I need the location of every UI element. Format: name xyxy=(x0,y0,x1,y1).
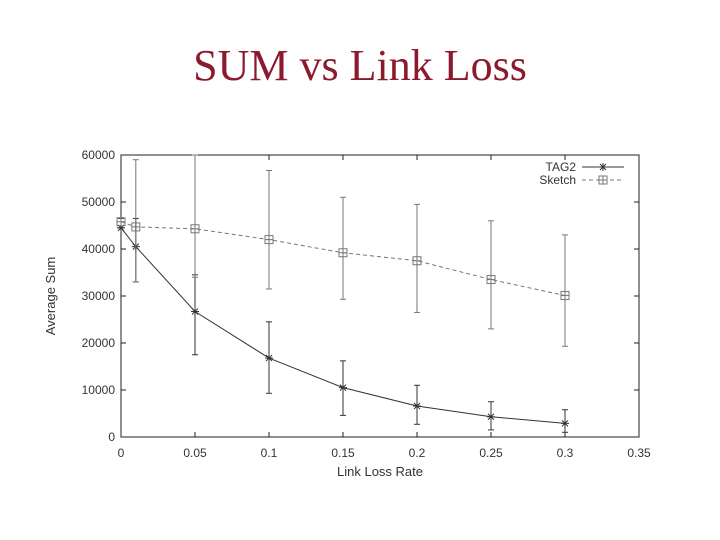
legend-item-tag2: TAG2 xyxy=(546,160,624,174)
sketch-data-point xyxy=(486,275,496,285)
x-tick-label: 0 xyxy=(118,446,125,460)
axis-ticks: 0 0.05 0.1 0.15 0.2 0.25 0.3 0.35 0 10000 20000 300… xyxy=(82,148,651,460)
legend-label-sketch: Sketch xyxy=(539,173,576,187)
tag2-data-point xyxy=(487,412,495,421)
y-tick-label: 20000 xyxy=(82,336,116,350)
sketch-data-point xyxy=(190,224,200,234)
x-axis-label: Link Loss Rate xyxy=(337,464,423,479)
sketch-data-point xyxy=(338,248,348,258)
legend-marker-tag2 xyxy=(599,163,607,171)
y-axis-label: Average Sum xyxy=(43,257,58,336)
tag2-marker xyxy=(413,402,421,410)
series-sketch xyxy=(116,154,570,347)
tag2-data-point xyxy=(191,307,199,316)
x-tick-label: 0.1 xyxy=(261,446,278,460)
y-tick-label: 60000 xyxy=(82,148,116,162)
tag2-data-point xyxy=(339,383,347,392)
y-tick-label: 10000 xyxy=(82,383,116,397)
legend-item-sketch: Sketch xyxy=(539,173,624,187)
tag2-marker xyxy=(487,413,495,421)
x-tick-label: 0.2 xyxy=(409,446,426,460)
x-tick-label: 0.05 xyxy=(183,446,207,460)
sketch-data-point xyxy=(116,217,126,227)
tag2-data-point xyxy=(561,419,569,428)
sketch-data-point xyxy=(264,235,274,245)
tag2-line xyxy=(120,227,566,424)
legend-label-tag2: TAG2 xyxy=(546,160,577,174)
y-tick-label: 40000 xyxy=(82,242,116,256)
tag2-data-point xyxy=(413,401,421,410)
tag2-marker xyxy=(339,384,347,392)
tag2-marker xyxy=(191,308,199,315)
slide-title: SUM vs Link Loss xyxy=(193,41,527,90)
sketch-data-point xyxy=(412,256,422,266)
sketch-data-point xyxy=(560,291,570,301)
tag2-data-point xyxy=(265,354,273,363)
y-tick-label: 50000 xyxy=(82,195,116,209)
tag2-marker xyxy=(265,354,273,362)
tag2-marker xyxy=(561,420,569,427)
sketch-data-point xyxy=(131,222,141,232)
x-tick-label: 0.25 xyxy=(479,446,503,460)
x-tick-label: 0.35 xyxy=(627,446,651,460)
y-tick-label: 0 xyxy=(108,430,115,444)
x-tick-label: 0.15 xyxy=(331,446,355,460)
x-tick-label: 0.3 xyxy=(557,446,574,460)
y-tick-label: 30000 xyxy=(82,289,116,303)
series-layer xyxy=(116,154,570,433)
